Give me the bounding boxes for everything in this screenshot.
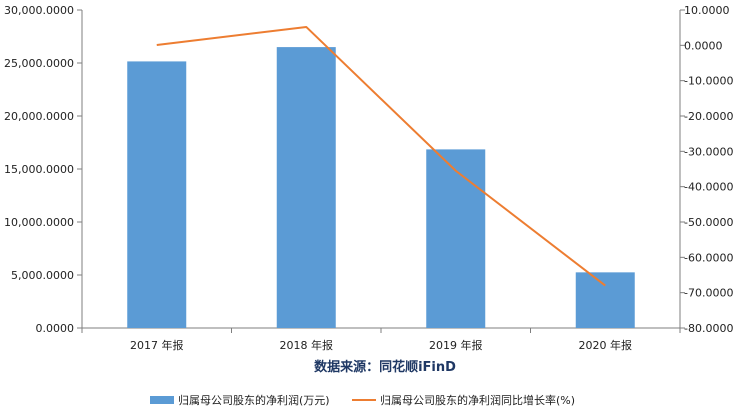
tick-labels: 0.0000 5,000.0000 10,000.0000 15,000.0000 20… [4, 4, 733, 352]
right-tick-label: -60.0000 [684, 251, 733, 264]
right-tick-label: -20.0000 [684, 110, 733, 123]
source-note: 数据来源：同花顺iFinD [314, 359, 456, 375]
legend-label-line: 归属母公司股东的净利润同比增长率(%) [380, 393, 575, 407]
series-line [156, 25, 606, 287]
left-tick-label: 20,000.0000 [4, 110, 74, 123]
left-tick-label: 30,000.0000 [4, 4, 74, 17]
right-tick-label: -10.0000 [684, 75, 733, 88]
bar [276, 47, 336, 328]
x-tick-label: 2017 年报 [130, 338, 184, 352]
right-tick-label: -50.0000 [684, 216, 733, 229]
legend: 归属母公司股东的净利润(万元) 归属母公司股东的净利润同比增长率(%) [150, 393, 575, 407]
line-series [156, 25, 606, 287]
left-tick-label: 5,000.0000 [11, 269, 74, 282]
left-tick-label: 0.0000 [36, 322, 75, 335]
x-tick-label: 2019 年报 [429, 338, 483, 352]
legend-swatch-bar [150, 396, 174, 404]
right-tick-label: 0.0000 [684, 39, 723, 52]
legend-label-bar: 归属母公司股东的净利润(万元) [178, 393, 330, 407]
bar-series [127, 47, 635, 328]
left-tick-label: 25,000.0000 [4, 57, 74, 70]
left-tick-label: 10,000.0000 [4, 216, 74, 229]
x-tick-label: 2020 年报 [579, 338, 633, 352]
left-tick-label: 15,000.0000 [4, 163, 74, 176]
right-tick-label: -70.0000 [684, 287, 733, 300]
x-tick-label: 2018 年报 [280, 338, 334, 352]
bar [127, 61, 187, 328]
right-tick-label: -30.0000 [684, 145, 733, 158]
bar [575, 272, 635, 328]
right-tick-label: -40.0000 [684, 181, 733, 194]
right-tick-label: 10.0000 [684, 4, 730, 17]
bar [426, 149, 486, 328]
right-tick-label: -80.0000 [684, 322, 733, 335]
